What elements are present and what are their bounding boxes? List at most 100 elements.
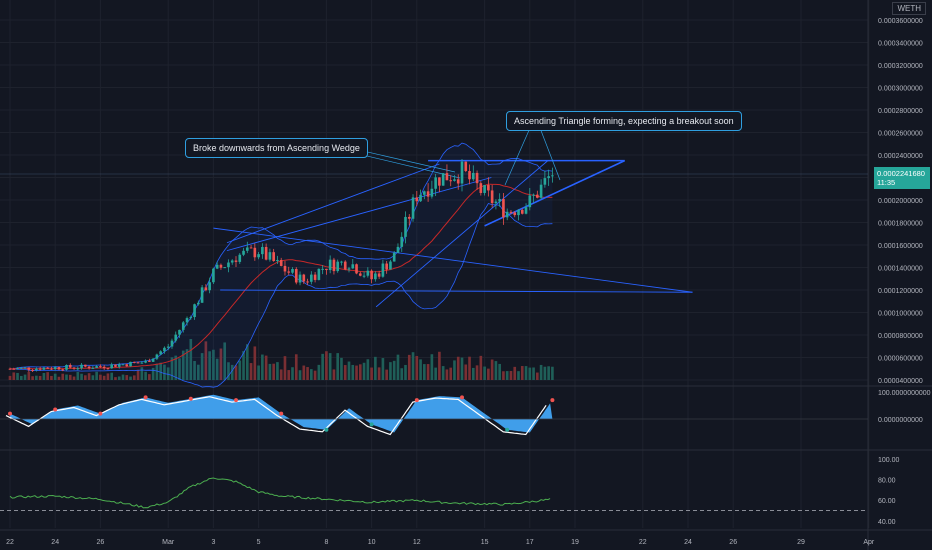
volume-bar — [27, 371, 31, 380]
time-tick-label: 12 — [413, 539, 421, 546]
candle-body — [230, 260, 234, 263]
volume-bar — [430, 354, 434, 380]
candle-body — [370, 270, 373, 280]
candle-body — [294, 268, 298, 283]
candle-body — [42, 367, 46, 370]
candle-body — [197, 302, 200, 305]
candle-body — [53, 367, 57, 370]
rsi-line — [9, 477, 551, 509]
candle-body — [95, 366, 98, 368]
candle-body — [129, 361, 132, 367]
candle-body — [434, 177, 437, 189]
volume-bar — [505, 371, 509, 380]
annotation-wedge[interactable]: Broke downwards from Ascending Wedge — [185, 138, 368, 158]
candle-body — [8, 368, 12, 370]
volume-bar — [185, 349, 189, 380]
volume-bar — [46, 372, 49, 380]
oscillator-cross-dot — [414, 398, 419, 403]
candle-body — [536, 194, 539, 198]
oscillator-cross-dot — [143, 395, 148, 400]
volume-bar — [16, 372, 19, 380]
volume-bar — [230, 364, 234, 380]
candle-body — [245, 247, 249, 251]
volume-bar — [136, 369, 140, 380]
countdown-timer: 11:35 — [877, 178, 896, 187]
candle-body — [159, 351, 162, 355]
volume-bar — [449, 367, 453, 380]
candle-body — [121, 364, 125, 366]
candle-body — [328, 259, 332, 271]
volume-bar — [539, 364, 543, 380]
candle-body — [532, 194, 535, 196]
volume-bar — [253, 346, 257, 380]
volume-bar — [340, 357, 343, 380]
candle-body — [528, 195, 532, 208]
trend-drawings[interactable] — [213, 127, 693, 308]
time-tick-label: 15 — [481, 539, 489, 546]
volume-bar — [38, 375, 42, 380]
candle-body — [543, 178, 547, 185]
candle-body — [148, 360, 151, 362]
volume-bar — [321, 353, 324, 380]
candle-body — [460, 161, 464, 184]
candle-body — [487, 185, 490, 191]
candle-body — [125, 364, 129, 367]
oscillator-cross-dot — [550, 398, 555, 403]
candle-body — [490, 190, 494, 204]
volume-bar — [385, 369, 388, 380]
candle-body — [441, 173, 445, 186]
candle-body — [547, 176, 550, 179]
candle-body — [479, 183, 483, 193]
volume-bar — [129, 376, 132, 380]
candle-body — [279, 259, 283, 266]
volume-bar — [106, 373, 110, 380]
volume-bar — [268, 363, 272, 380]
oscillator-cross-dot — [234, 398, 238, 403]
volume-bar — [517, 371, 520, 380]
candle-body — [114, 364, 117, 367]
oscillator-axis: 100.0000000000 0.0000000000 — [878, 390, 931, 424]
candle-body — [140, 362, 144, 364]
candle-body — [445, 173, 449, 181]
candle-body — [475, 172, 479, 184]
price-axis[interactable]: 0.0003600000 0.0003400000 0.0003200000 0.00… — [878, 18, 923, 385]
volume-bar — [8, 375, 12, 380]
time-tick-label: 24 — [684, 539, 692, 546]
volume-bar — [328, 353, 332, 380]
volume-bar — [53, 373, 57, 380]
candle-body — [238, 254, 242, 262]
time-tick-label: 17 — [526, 539, 534, 546]
candle-body — [471, 172, 475, 180]
candle-body — [325, 268, 328, 271]
rsi-pane — [0, 477, 868, 511]
volume-bar — [392, 360, 396, 380]
candle-body — [287, 271, 291, 273]
candle-body — [234, 260, 238, 262]
candle-body — [539, 184, 543, 198]
time-tick-label: 3 — [211, 539, 215, 546]
volume-bar — [358, 364, 362, 380]
candle-body — [200, 287, 204, 303]
annotation-triangle[interactable]: Ascending Triangle forming, expecting a … — [506, 111, 742, 131]
volume-bar — [110, 372, 114, 380]
candle-body — [163, 347, 166, 352]
time-tick-label: 24 — [51, 539, 59, 546]
volume-bar — [163, 364, 166, 380]
candle-body — [80, 364, 83, 369]
time-tick-label: 22 — [639, 539, 647, 546]
oscillator-tick-label: 100.0000000000 — [878, 390, 931, 397]
oscillator-cross-dot — [324, 427, 329, 432]
oscillator-signal-line — [5, 396, 547, 436]
candle-body — [430, 188, 434, 197]
volume-bar — [453, 360, 456, 380]
volume-bar — [332, 369, 336, 380]
volume-bar — [159, 362, 162, 380]
volume-bar — [374, 356, 377, 380]
time-axis[interactable]: 22 24 26 Mar 3 5 8 10 12 15 17 19 22 24 26 29 Apr — [6, 539, 875, 546]
volume-bar — [302, 365, 306, 380]
symbol-badge[interactable]: WETH — [892, 2, 926, 15]
candle-body — [283, 265, 287, 272]
candle-body — [272, 252, 275, 262]
price-tick-label: 0.0003400000 — [878, 41, 923, 48]
